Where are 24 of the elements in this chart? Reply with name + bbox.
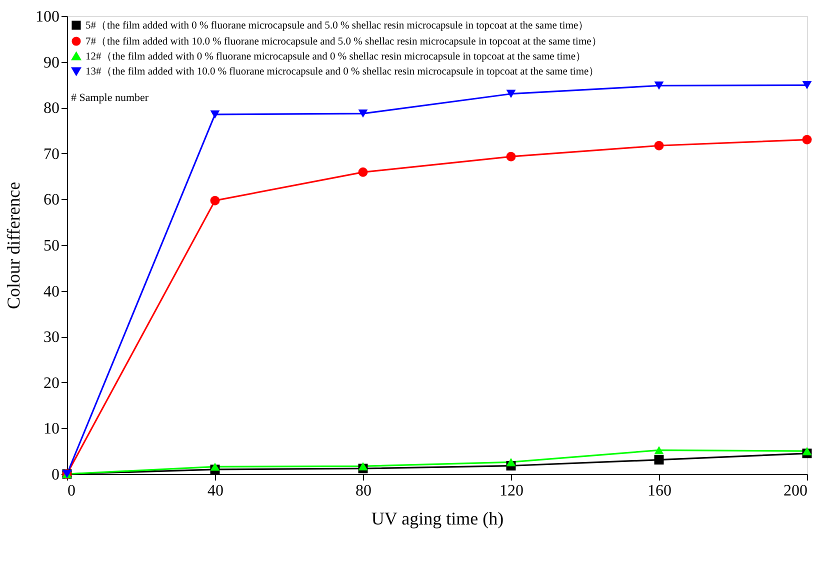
y-tick-label: 90 xyxy=(44,54,60,72)
y-tick-label: 20 xyxy=(44,374,60,392)
y-tick-label: 0 xyxy=(52,466,60,484)
legend-label: 12#（the film added with 0 % fluorane microcapsule and 0 % shellac resin microcapsule in topcoat at the same time） xyxy=(86,51,587,62)
y-axis-title: Colour difference xyxy=(4,182,24,310)
y-tick-label: 100 xyxy=(36,8,60,26)
y-tick-label: 10 xyxy=(44,420,60,438)
y-tick-label: 80 xyxy=(44,100,60,118)
y-tick-label: 70 xyxy=(44,146,60,163)
x-tick-label: 160 xyxy=(648,482,672,500)
x-axis-title: UV aging time (h) xyxy=(371,508,504,528)
y-tick-label: 40 xyxy=(44,283,60,300)
y-tick-label: 50 xyxy=(44,238,60,254)
legend-label: 13#（the film added with 10.0 % fluorane microcapsule and 0 % shellac resin microcapsule in topcoat at the same time） xyxy=(86,66,600,78)
x-tick-label: 120 xyxy=(500,482,524,500)
legend-label: 5#（the film added with 0 % fluorane microcapsule and 5.0 % shellac resin microcapsule in topcoat at the same time） xyxy=(86,20,590,32)
x-tick-label: 80 xyxy=(356,482,372,500)
annotation: # Sample number xyxy=(71,92,149,104)
x-tick-label: 40 xyxy=(208,482,224,500)
y-tick-label: 60 xyxy=(44,192,60,209)
x-tick-label: 200 xyxy=(784,482,808,500)
y-tick-label: 30 xyxy=(44,329,60,346)
x-tick-label: 0 xyxy=(68,482,76,500)
legend-label: 7#（the film added with 10.0 % fluorane microcapsule and 5.0 % shellac resin microcapsule in topcoat at the same time） xyxy=(86,36,602,48)
